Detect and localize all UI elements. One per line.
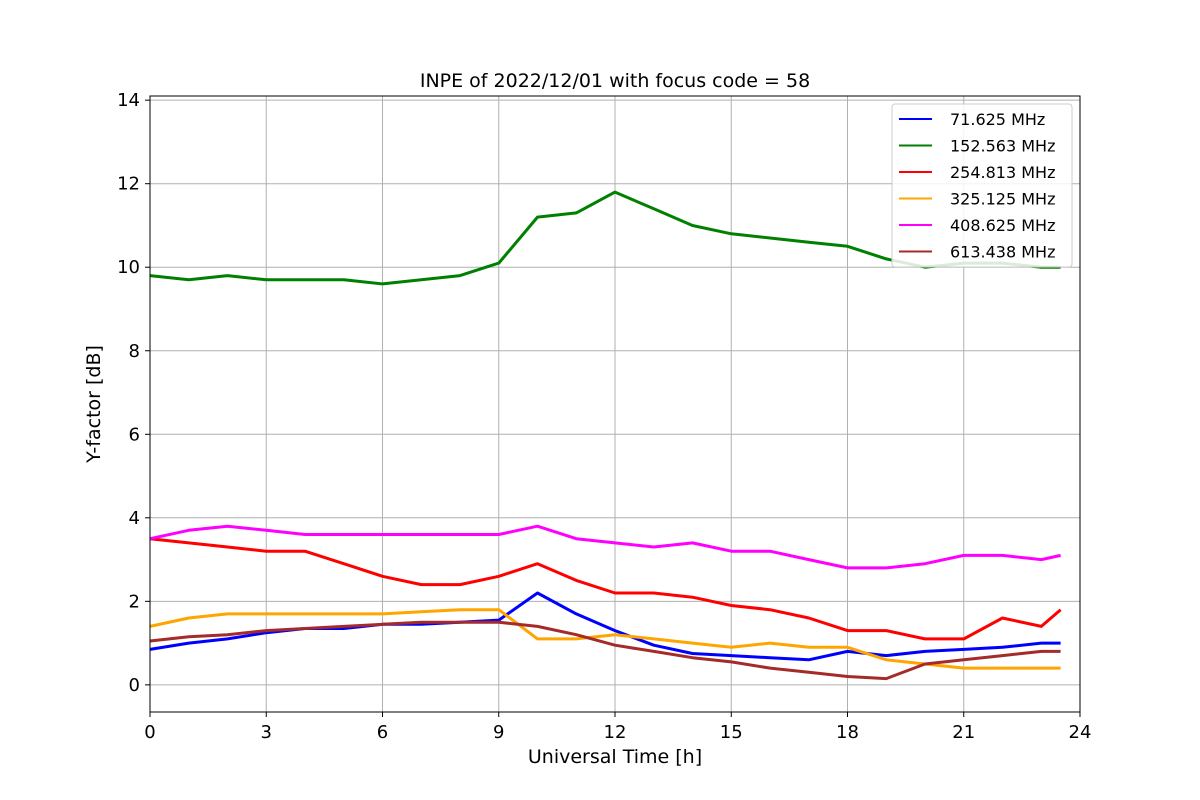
x-tick-label: 9 bbox=[493, 722, 504, 743]
y-tick-label: 0 bbox=[129, 675, 140, 696]
x-tick-label: 15 bbox=[720, 722, 743, 743]
y-axis-label: Y-factor [dB] bbox=[83, 345, 105, 464]
x-tick-label: 3 bbox=[261, 722, 272, 743]
legend-label: 152.563 MHz bbox=[950, 137, 1055, 156]
legend: 71.625 MHz 152.563 MHz 254.813 MHz 325.125 … bbox=[891, 103, 1073, 268]
y-tick-label: 10 bbox=[117, 257, 140, 278]
legend-label: 408.625 MHz bbox=[950, 216, 1055, 235]
y-tick-label: 12 bbox=[117, 174, 140, 195]
x-tick-label: 12 bbox=[604, 722, 627, 743]
y-tick-label: 14 bbox=[117, 90, 140, 111]
series-line-2 bbox=[149, 537, 1062, 641]
legend-label: 71.625 MHz bbox=[950, 110, 1045, 129]
y-tick-label: 6 bbox=[129, 424, 140, 445]
legend-label: 325.125 MHz bbox=[950, 190, 1055, 209]
series-line-4 bbox=[149, 524, 1061, 570]
x-tick-label: 21 bbox=[952, 722, 975, 743]
x-tick-label: 24 bbox=[1069, 722, 1092, 743]
y-tick-label: 4 bbox=[129, 508, 140, 529]
y-tick-label: 8 bbox=[129, 341, 140, 362]
series-line-5 bbox=[149, 620, 1061, 681]
chart-title: INPE of 2022/12/01 with focus code = 58 bbox=[420, 70, 810, 92]
x-tick-label: 18 bbox=[836, 722, 859, 743]
legend-box bbox=[891, 103, 1073, 268]
x-tick-label: 0 bbox=[144, 722, 155, 743]
legend-label: 613.438 MHz bbox=[950, 243, 1055, 262]
legend-label: 254.813 MHz bbox=[950, 163, 1055, 182]
x-tick-label: 6 bbox=[377, 722, 388, 743]
y-tick-label: 2 bbox=[129, 591, 140, 612]
x-axis-label: Universal Time [h] bbox=[528, 746, 702, 768]
